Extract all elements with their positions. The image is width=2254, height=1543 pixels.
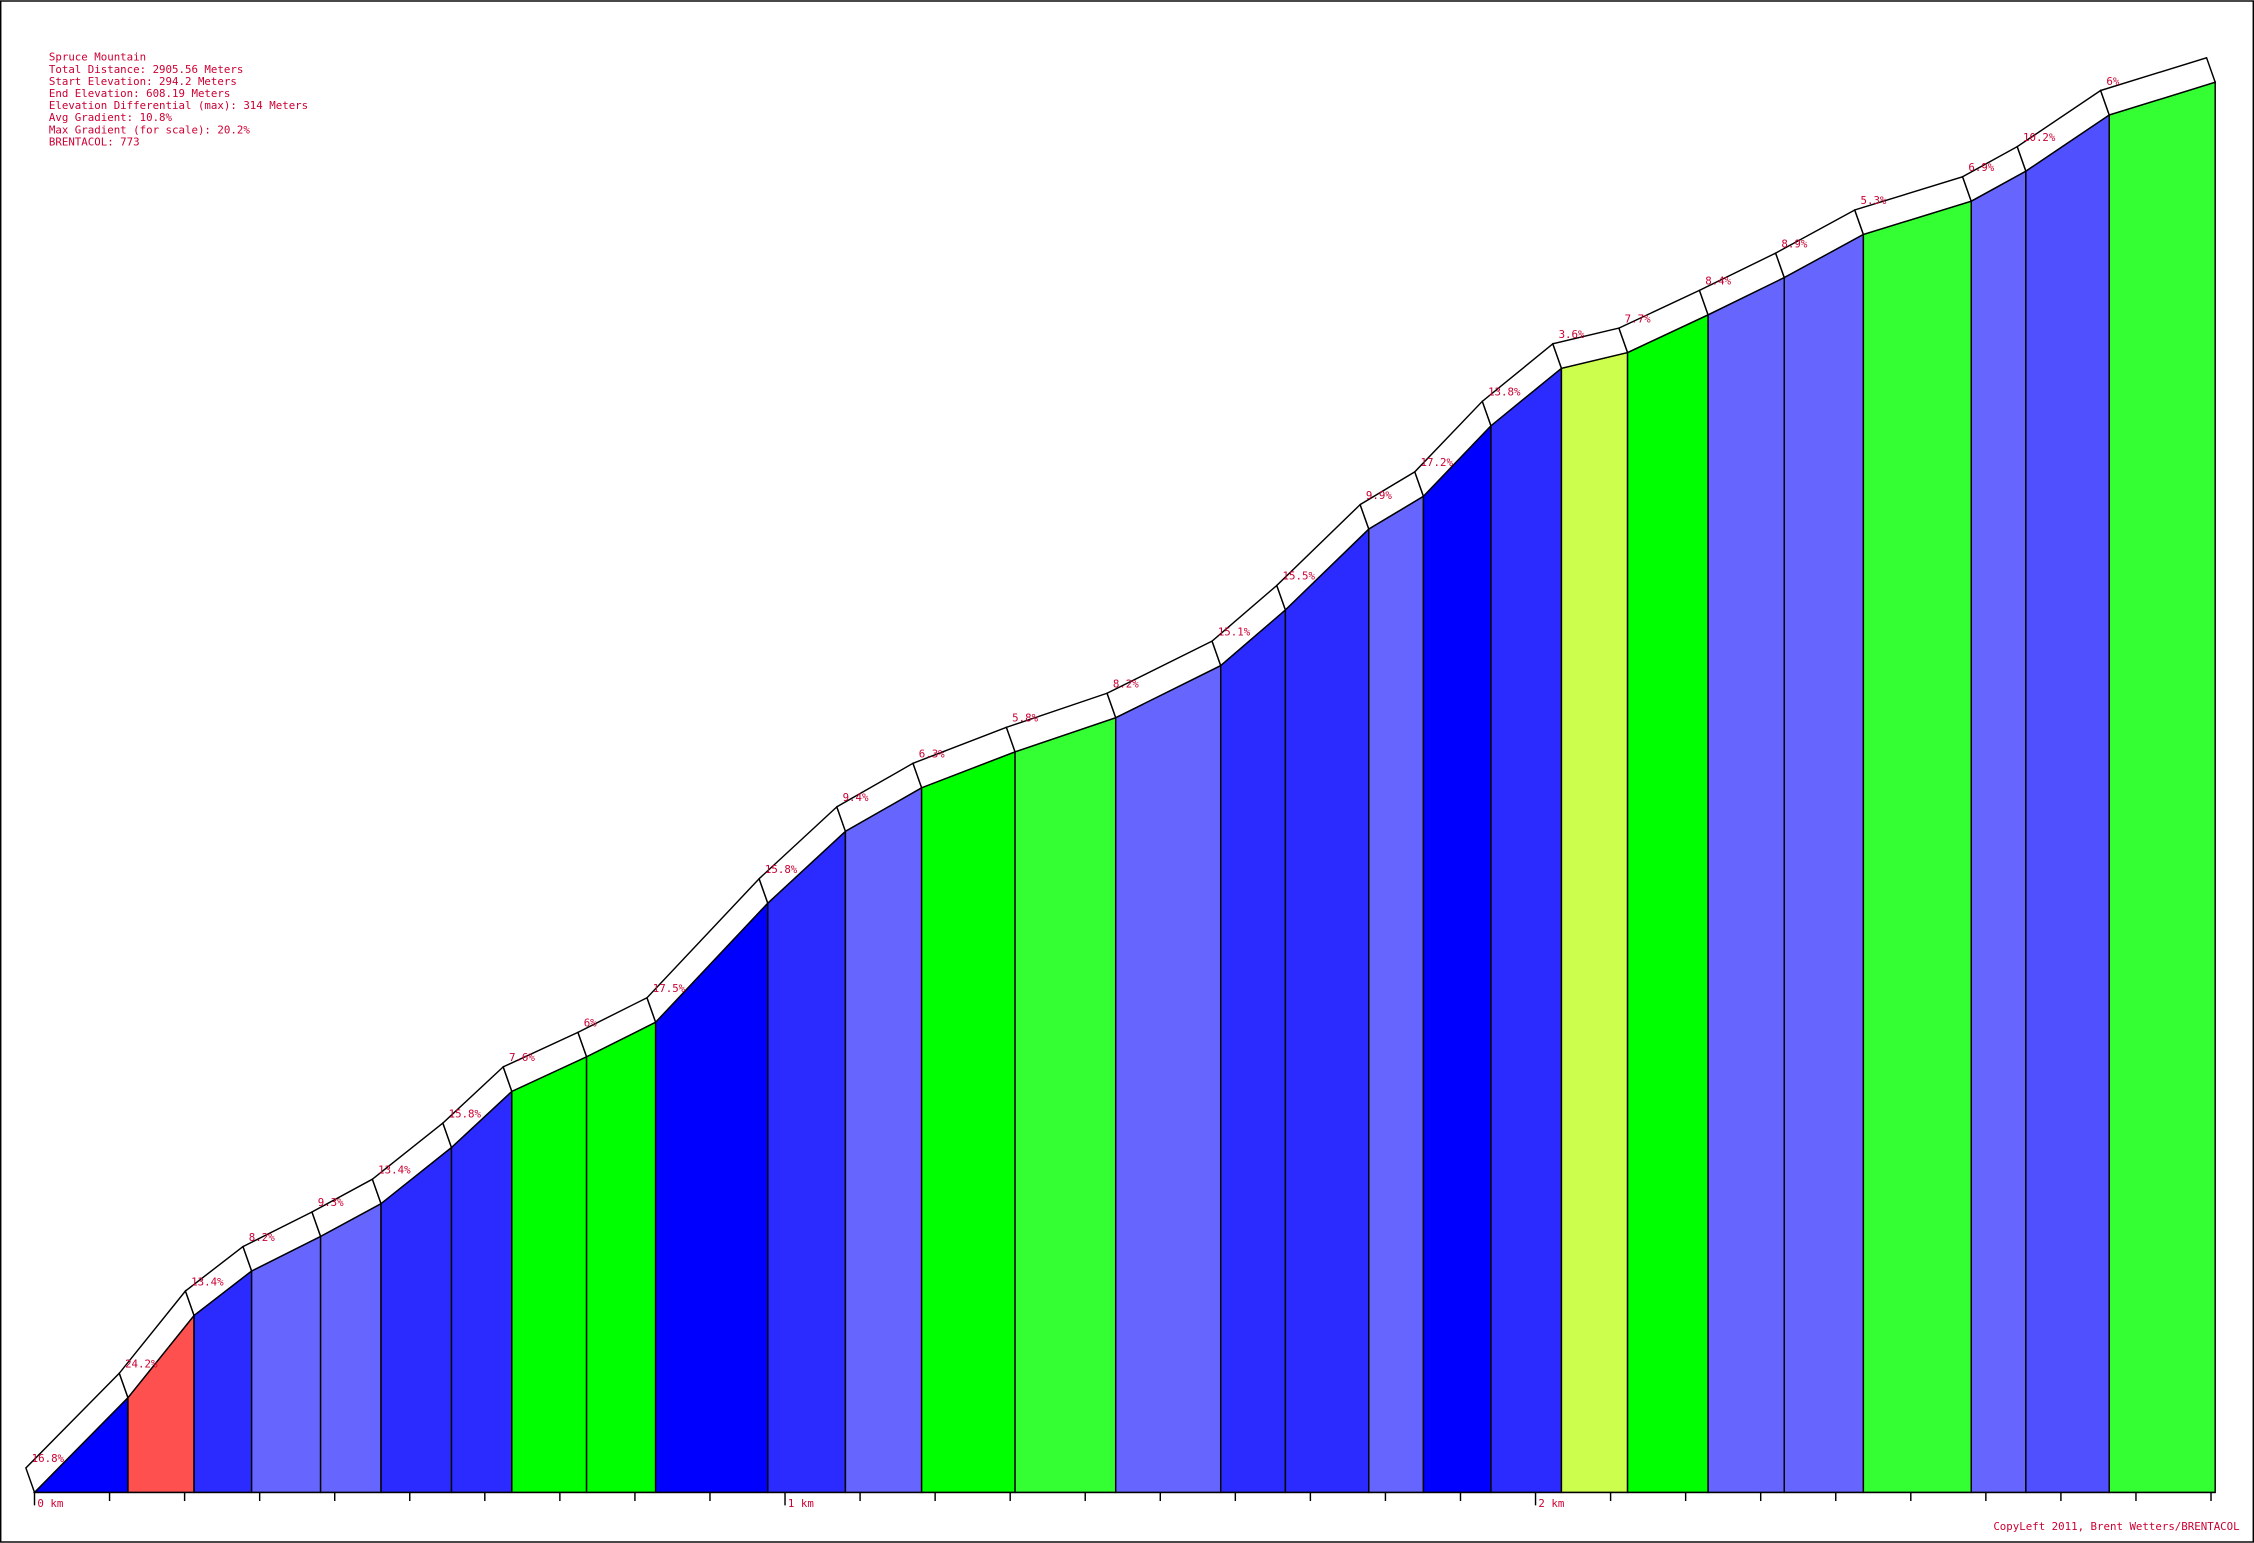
gradient-segment <box>450 1089 513 1494</box>
gradient-segment <box>1862 200 1972 1494</box>
gradient-segment <box>1368 494 1425 1494</box>
info-line: Start Elevation: 294.2 Meters <box>49 75 237 88</box>
gradient-segment <box>920 750 1016 1494</box>
gradient-label: 17.5% <box>653 982 686 995</box>
gradient-segment <box>844 786 923 1494</box>
gradient-label: 5.3% <box>1860 194 1886 207</box>
gradient-label: 6.9% <box>1968 161 1994 174</box>
gradient-label: 8.9% <box>1781 237 1807 250</box>
gradient-label: 7.7% <box>1625 312 1651 325</box>
gradient-label: 6% <box>584 1017 597 1030</box>
gradient-label: 8.4% <box>1705 275 1731 288</box>
gradient-segment <box>250 1235 322 1494</box>
gradient-label: 6% <box>2106 75 2119 88</box>
gradient-label: 3.6% <box>1559 328 1585 341</box>
gradient-label: 15.8% <box>765 863 798 876</box>
gradient-label: 6.3% <box>919 748 945 761</box>
x-tick-label: 0 km <box>37 1497 63 1510</box>
gradient-label: 13.4% <box>191 1275 224 1288</box>
gradient-label: 24.2% <box>125 1357 158 1370</box>
gradient-label: 5.8% <box>1012 712 1038 725</box>
x-tick-label: 1 km <box>788 1497 814 1510</box>
gradient-segment <box>1490 366 1563 1494</box>
gradient-segment <box>1114 664 1222 1494</box>
road-band <box>2099 56 2217 116</box>
info-line: Max Gradient (for scale): 20.2% <box>49 123 250 136</box>
gradient-label: 15.8% <box>449 1107 482 1120</box>
gradient-label: 7.6% <box>509 1051 535 1064</box>
gradient-segment <box>511 1055 588 1494</box>
gradient-segment <box>1219 608 1287 1494</box>
gradient-segment <box>1014 716 1117 1494</box>
info-line: Avg Gradient: 10.8% <box>49 111 173 124</box>
gradient-segment <box>767 829 847 1494</box>
chart-title: Spruce Mountain <box>49 51 146 64</box>
gradient-label: 9.3% <box>318 1196 344 1209</box>
gradient-label: 9.4% <box>843 791 869 804</box>
gradient-segment <box>319 1202 382 1494</box>
gradient-segment <box>1626 313 1709 1494</box>
info-line: BRENTACOL: 773 <box>49 135 140 148</box>
gradient-label: 13.8% <box>1488 386 1521 399</box>
info-line: Elevation Differential (max): 314 Meters <box>49 99 308 112</box>
gradient-label: 13.4% <box>378 1163 411 1176</box>
gradient-label: 8.2% <box>1113 677 1139 690</box>
gradient-segment <box>1707 276 1785 1494</box>
info-line: Total Distance: 2905.56 Meters <box>49 63 243 76</box>
gradient-segment <box>585 1021 657 1494</box>
gradient-label: 9.9% <box>1366 489 1392 502</box>
gradient-label: 8.2% <box>249 1231 275 1244</box>
gradient-segment <box>380 1145 453 1494</box>
gradient-segment <box>1783 233 1865 1494</box>
gradient-segment <box>1284 527 1370 1494</box>
gradient-label: 15.5% <box>1283 570 1316 583</box>
gradient-segment <box>1970 169 2027 1494</box>
gradient-segment <box>1560 351 1629 1494</box>
footer: CopyLeft 2011, Brent Wetters/BRENTACOL <box>1993 1520 2239 1533</box>
gradient-segment <box>1422 423 1492 1494</box>
x-tick-label: 2 km <box>1538 1497 1564 1510</box>
info-line: End Elevation: 608.19 Meters <box>49 87 230 100</box>
gradient-label: 15.1% <box>1218 625 1251 638</box>
gradient-label: 17.2% <box>1421 456 1454 469</box>
gradient-segment <box>2025 113 2110 1494</box>
gradient-segment <box>2108 81 2216 1494</box>
gradient-label: 16.8% <box>32 1452 65 1465</box>
gradient-label: 10.2% <box>2023 131 2056 144</box>
